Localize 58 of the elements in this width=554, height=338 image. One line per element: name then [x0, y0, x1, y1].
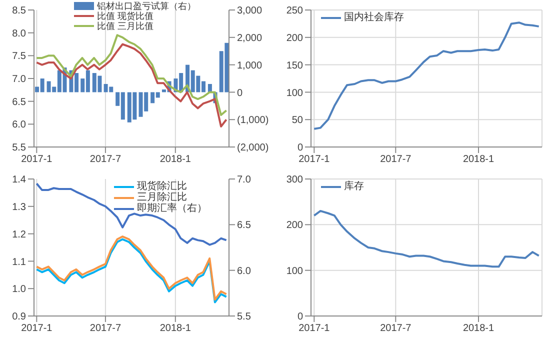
legend-label: 库存: [344, 181, 364, 192]
y-tick-label: 8.5: [12, 6, 26, 17]
y2-tick-label: 3,000: [237, 6, 262, 17]
y2-tick-label: (2,000): [237, 142, 269, 154]
x-tick-label: 2017-1: [21, 323, 53, 334]
y-tick-label: 5.5: [12, 142, 26, 154]
y2-tick-label: 6.0: [237, 266, 252, 277]
line-series: [36, 182, 228, 246]
y-tick-label: 0.9: [12, 312, 26, 323]
y-tick-label: 0: [297, 142, 304, 154]
y-tick-label: 8.0: [12, 28, 26, 40]
y-tick-label: 100: [286, 266, 304, 277]
y-tick-label: 150: [286, 60, 304, 72]
x-tick-label: 2017-7: [380, 154, 412, 166]
legend-label: 即期汇率（右）: [137, 203, 207, 214]
x-tick-label: 2017-1: [298, 154, 330, 166]
y-tick-label: 100: [286, 88, 304, 99]
y-tick-label: 6.5: [12, 96, 26, 108]
legend-label: 铝材出口盈亏试算（右）: [97, 1, 196, 11]
y-tick-label: 1.0: [12, 284, 26, 296]
line-series: [36, 43, 228, 128]
x-tick-label: 2017-7: [90, 323, 122, 334]
legend-label: 国内社会库存: [344, 12, 404, 23]
line-series: [313, 22, 540, 130]
x-tick-label: 2018-1: [160, 323, 192, 334]
y2-tick-label: (1,000): [237, 115, 269, 126]
y-tick-label: 50: [292, 115, 304, 126]
y-tick-label: 250: [286, 6, 304, 17]
y-tick-label: 6.0: [12, 120, 26, 131]
y-tick-label: 1.4: [12, 174, 26, 186]
legend-label: 现货除汇比: [137, 181, 187, 192]
x-tick-label: 2018-1: [462, 323, 495, 334]
line-series: [36, 34, 228, 116]
y2-tick-label: 0: [237, 88, 243, 99]
y-tick-label: 7.5: [12, 51, 26, 62]
x-tick-label: 2018-1: [160, 154, 192, 166]
x-tick-label: 2017-1: [21, 154, 53, 166]
line-series: [313, 210, 540, 268]
y-tick-label: 0: [297, 312, 304, 323]
y2-tick-label: 2,000: [237, 32, 262, 44]
y-tick-label: 7.0: [12, 74, 26, 86]
legend-label: 比值 三月比值: [97, 21, 154, 31]
y2-tick-label: 5.5: [237, 312, 252, 323]
y-tick-label: 200: [286, 32, 304, 44]
y-tick-label: 300: [286, 174, 304, 186]
y-tick-label: 200: [286, 220, 304, 232]
x-tick-label: 2018-1: [462, 154, 495, 166]
x-tick-label: 2017-7: [90, 154, 122, 166]
y-tick-label: 1.3: [12, 202, 26, 213]
y2-tick-label: 6.5: [237, 220, 252, 232]
legend-label: 三月除汇比: [137, 192, 187, 203]
legend-label: 比值 现货比值: [97, 11, 154, 21]
x-tick-label: 2017-7: [380, 323, 412, 334]
y2-tick-label: 7.0: [237, 174, 252, 186]
y-tick-label: 1.2: [12, 229, 26, 240]
x-tick-label: 2017-1: [298, 323, 330, 334]
y2-tick-label: 1,000: [237, 60, 262, 72]
y-tick-label: 1.1: [12, 256, 26, 268]
